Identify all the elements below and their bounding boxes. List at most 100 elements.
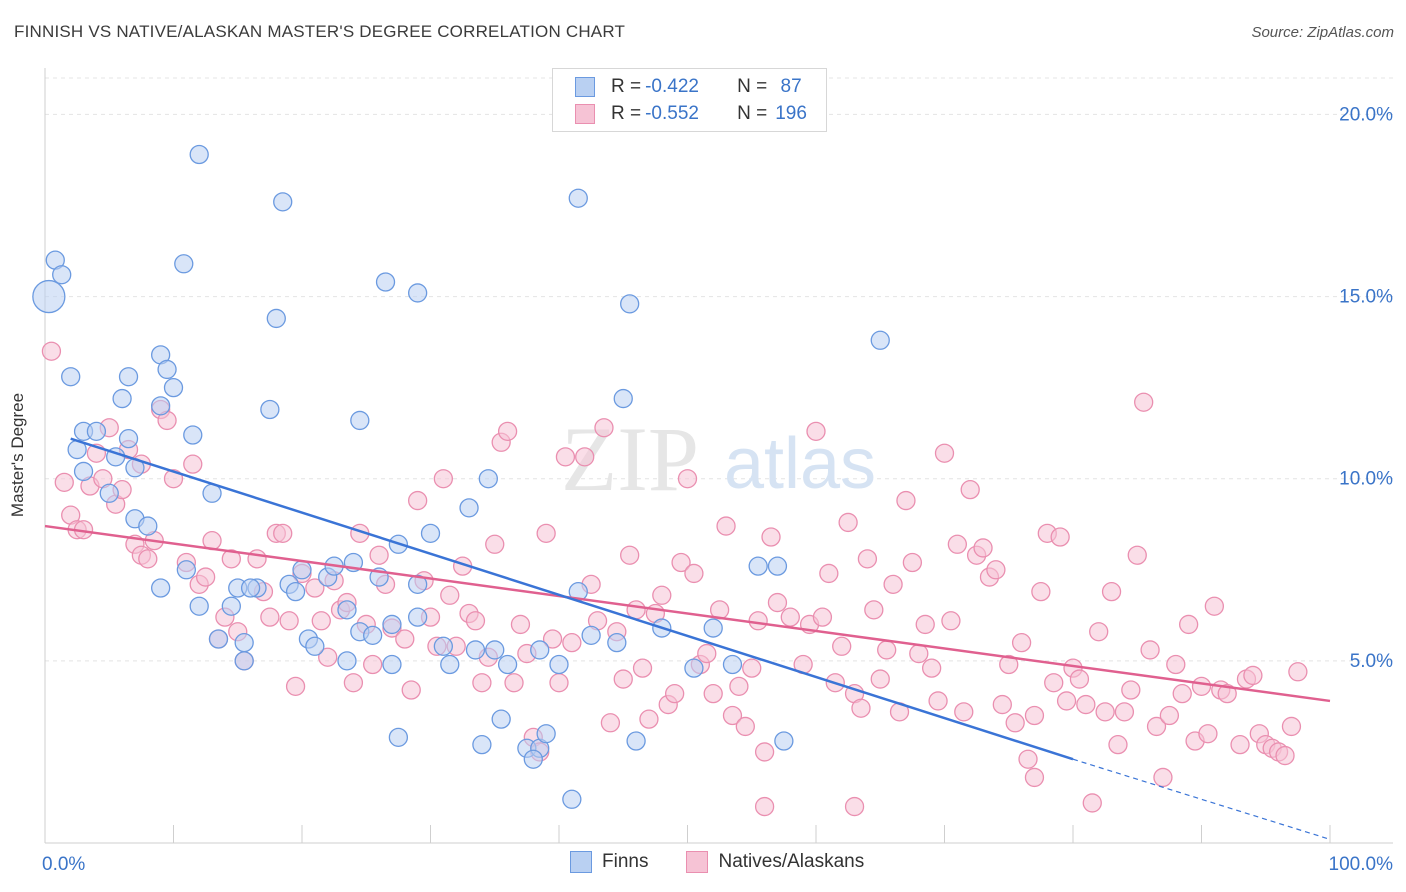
natives-point: [902, 552, 923, 573]
natives-point: [999, 654, 1019, 675]
natives-point: [247, 549, 267, 569]
finns-point: [52, 265, 72, 285]
x-tick-label-min: 0.0%: [42, 854, 85, 875]
natives-point: [780, 607, 800, 627]
finns-point: [562, 789, 582, 809]
finns-point: [767, 556, 788, 576]
natives-point: [812, 607, 833, 627]
tick-labels: 5.0% 10.0% 15.0% 20.0% 0.0% 100.0%: [42, 104, 1393, 875]
natives-point: [716, 516, 736, 536]
natives-point: [305, 578, 325, 598]
natives-point: [138, 549, 158, 569]
finns-point: [626, 731, 646, 751]
finns-point: [183, 425, 203, 445]
legend-row-finns: R = -0.422 N = 87: [575, 74, 802, 100]
finns-point: [350, 410, 370, 431]
finns-point: [221, 596, 241, 616]
y-tick-label: 5.0%: [1350, 651, 1393, 672]
natives-point: [1044, 673, 1064, 693]
natives-point: [395, 629, 415, 649]
natives-point: [1134, 392, 1154, 412]
natives-point: [542, 629, 563, 649]
finns-point: [485, 640, 505, 660]
natives-point: [851, 698, 871, 718]
natives-point: [1198, 724, 1218, 744]
natives-point: [754, 796, 775, 817]
natives-swatch: [575, 104, 595, 124]
finns-point: [375, 272, 396, 292]
finns-point: [32, 279, 66, 314]
finns-point: [260, 399, 280, 420]
finns-point: [388, 727, 409, 748]
natives-point: [363, 654, 383, 675]
finns-point: [150, 578, 171, 598]
chart-title: FINNISH VS NATIVE/ALASKAN MASTER'S DEGRE…: [14, 22, 626, 41]
finns-trend-line: [70, 437, 1074, 761]
finns-point: [472, 734, 492, 755]
natives-point: [1011, 632, 1032, 653]
natives-point: [1243, 665, 1263, 686]
natives-point: [947, 534, 967, 554]
natives-point: [722, 705, 743, 726]
natives-point: [620, 545, 640, 565]
finns-point: [157, 359, 177, 380]
natives-point: [1172, 683, 1192, 704]
natives-point: [1069, 669, 1090, 689]
natives-point: [401, 680, 421, 700]
finns-point: [407, 607, 428, 627]
natives-point: [575, 447, 595, 467]
natives-point: [1140, 640, 1160, 660]
natives-point: [369, 545, 389, 565]
natives-point: [754, 742, 775, 762]
natives-point: [613, 669, 633, 689]
finns-point: [478, 469, 498, 489]
natives-point: [960, 479, 980, 500]
finns-point: [491, 709, 511, 729]
natives-point: [1005, 713, 1025, 733]
finns-point: [536, 724, 556, 744]
finns-n-label: N =: [737, 76, 768, 97]
natives-point: [1056, 691, 1077, 711]
finns-point: [703, 618, 723, 638]
finns-point: [73, 461, 94, 482]
natives-point: [832, 636, 852, 656]
natives-point: [1108, 734, 1128, 755]
natives-point: [1275, 745, 1295, 766]
finns-point: [407, 574, 428, 595]
finns-point: [774, 731, 794, 751]
natives-point: [639, 709, 659, 729]
natives-point: [1217, 683, 1237, 704]
finns-point: [118, 367, 139, 387]
natives-point: [1121, 680, 1141, 700]
natives-point: [1095, 702, 1115, 722]
finns-point: [189, 596, 209, 616]
natives-point: [1179, 614, 1199, 635]
natives-point: [1288, 662, 1308, 682]
finns-point: [684, 658, 704, 678]
axes: [44, 68, 1393, 844]
natives-point: [221, 549, 241, 569]
natives-point: [883, 574, 903, 595]
finns-point: [292, 560, 312, 580]
natives-point: [594, 418, 614, 438]
natives-point: [311, 611, 331, 631]
finns-point: [208, 629, 229, 649]
natives-point: [1281, 716, 1302, 737]
natives-point: [703, 683, 723, 704]
natives-point: [928, 691, 948, 711]
finns-point: [497, 654, 518, 675]
natives-point: [485, 534, 505, 554]
natives-point: [1018, 749, 1038, 769]
natives-point: [954, 702, 974, 722]
finns-point: [420, 523, 441, 544]
natives-point: [285, 676, 306, 697]
natives-point: [433, 469, 454, 489]
finns-point: [459, 498, 479, 518]
natives-point: [1159, 705, 1180, 726]
finns-point: [240, 578, 261, 598]
natives-point: [195, 567, 216, 587]
finns-point: [382, 614, 402, 635]
finns-point: [150, 396, 171, 416]
finns-point: [61, 367, 81, 387]
natives-point: [562, 632, 582, 653]
